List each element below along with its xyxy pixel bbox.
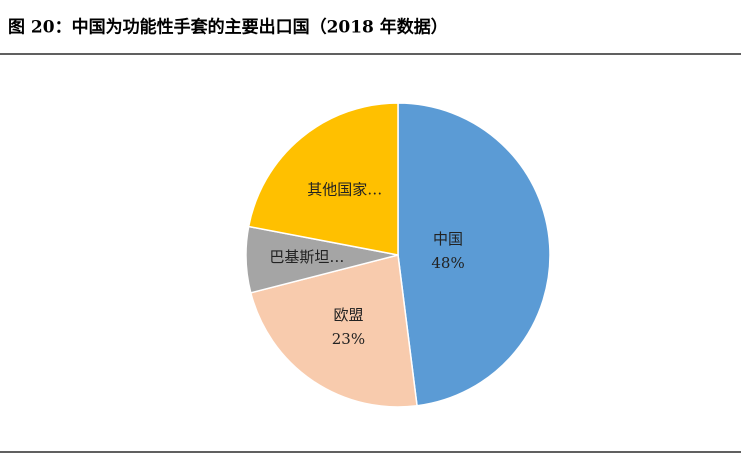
pie-slice xyxy=(249,254,418,408)
chart-title: 图 20：中国为功能性手套的主要出口国（2018 年数据） xyxy=(8,17,448,38)
slice-label: 欧盟 xyxy=(333,306,363,324)
pie-slice xyxy=(247,102,399,256)
slice-label: 巴基斯坦… xyxy=(269,248,344,266)
slice-value: 23% xyxy=(332,330,365,348)
slice-label: 中国 xyxy=(433,230,463,248)
slice-label: 其他国家… xyxy=(307,181,382,199)
slice-value: 48% xyxy=(431,254,464,272)
pie-slice xyxy=(397,102,551,407)
